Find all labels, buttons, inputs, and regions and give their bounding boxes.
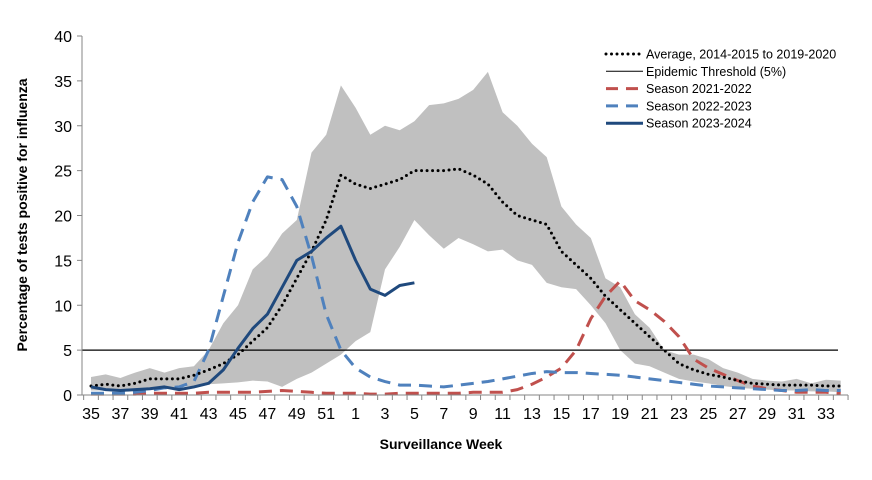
x-tick-label: 37	[112, 406, 130, 423]
x-tick-label: 39	[141, 406, 159, 423]
historical-range-area	[91, 71, 841, 393]
y-tick-label: 10	[54, 298, 72, 315]
y-tick-label: 5	[63, 343, 72, 360]
y-tick-label: 0	[63, 388, 72, 405]
x-tick-label: 15	[553, 406, 571, 423]
x-tick-label: 29	[758, 406, 776, 423]
y-tick-label: 40	[54, 29, 72, 46]
x-tick-label: 45	[229, 406, 247, 423]
x-tick-label: 17	[582, 406, 600, 423]
x-tick-label: 1	[351, 406, 360, 423]
x-tick-label: 5	[410, 406, 419, 423]
x-tick-label: 25	[700, 406, 718, 423]
x-tick-label: 51	[317, 406, 335, 423]
y-tick-label: 35	[54, 74, 72, 91]
x-tick-label: 31	[788, 406, 806, 423]
x-axis-title: Surveillance Week	[380, 436, 503, 452]
legend-label: Season 2023-2024	[646, 117, 752, 131]
series-line-3	[90, 224, 415, 393]
x-tick-label: 23	[670, 406, 688, 423]
legend-label: Season 2021-2022	[646, 82, 752, 96]
x-tick-label: 49	[288, 406, 306, 423]
y-tick-label: 30	[54, 119, 72, 136]
x-tick-label: 43	[200, 406, 218, 423]
series-line-0	[89, 167, 843, 388]
x-tick-label: 3	[381, 406, 390, 423]
y-axis-title: Percentage of tests positive for influen…	[14, 78, 30, 351]
x-tick-label: 13	[523, 406, 541, 423]
series-line-2	[91, 175, 841, 395]
y-tick-label: 25	[54, 164, 72, 181]
y-tick-label: 15	[54, 253, 72, 270]
legend: Average, 2014-2015 to 2019-2020 Epidemic …	[604, 48, 836, 131]
x-tick-label: 9	[469, 406, 478, 423]
x-tick-label: 41	[170, 406, 188, 423]
x-tick-label: 47	[259, 406, 277, 423]
x-tick-label: 27	[729, 406, 747, 423]
series-layer	[89, 167, 843, 396]
legend-label: Season 2022-2023	[646, 99, 752, 113]
x-tick-label: 21	[641, 406, 659, 423]
x-tick-label: 11	[494, 406, 511, 423]
legend-label: Epidemic Threshold (5%)	[646, 65, 786, 79]
y-tick-label: 20	[54, 209, 72, 226]
x-tick-label: 33	[817, 406, 835, 423]
historical-range-band	[91, 71, 841, 393]
x-tick-label: 19	[611, 406, 629, 423]
legend-label: Average, 2014-2015 to 2019-2020	[646, 48, 836, 62]
x-tick-label: 7	[439, 406, 448, 423]
x-tick-label: 35	[82, 406, 100, 423]
series-line-1	[91, 279, 841, 396]
